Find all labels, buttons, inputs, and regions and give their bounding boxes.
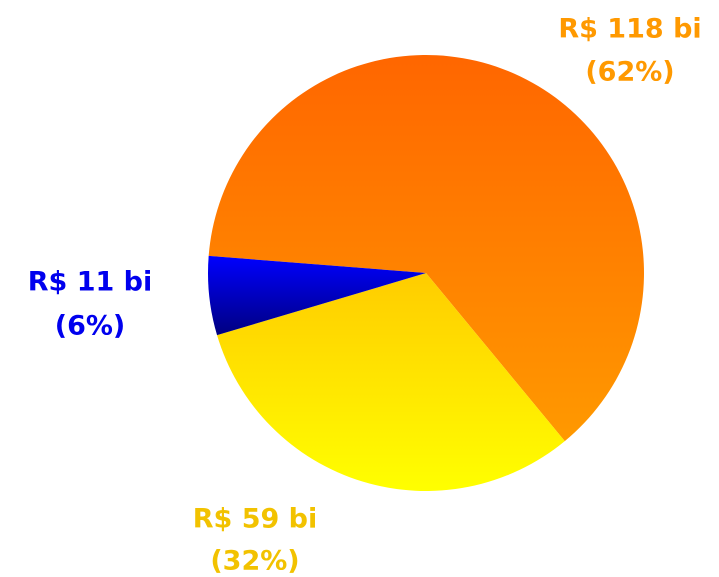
percent-label: (6%) [55,311,126,342]
pie-slice [208,255,426,336]
pie-slice [208,54,644,442]
percent-label: (62%) [585,57,674,88]
percent-label: (32%) [210,546,299,577]
value-label: R$ 118 bi [558,14,701,45]
value-label: R$ 11 bi [28,267,153,298]
pie-slice [217,273,565,491]
value-label: R$ 59 bi [193,504,318,535]
